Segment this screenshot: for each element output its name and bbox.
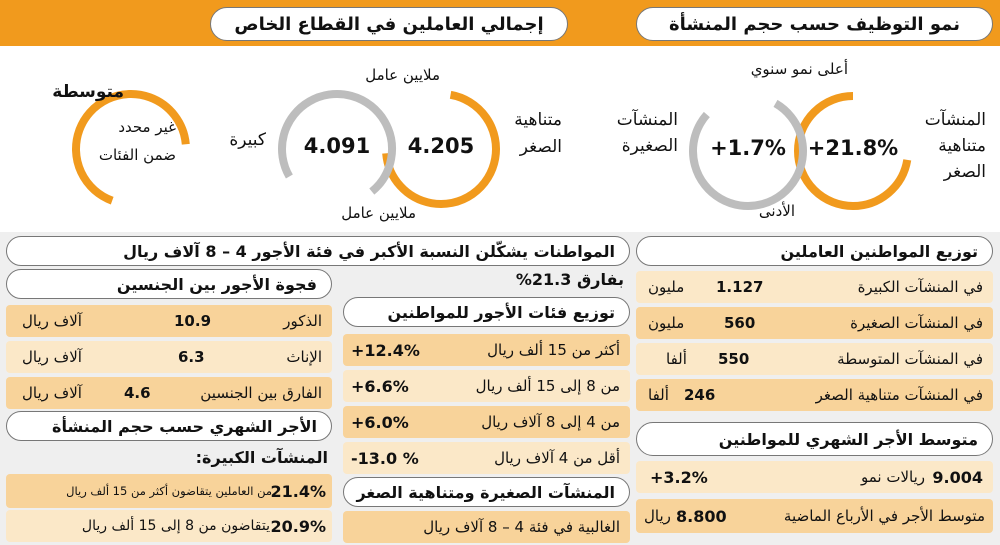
distribution-unit: ألفا [648,386,669,404]
growth-title: نمو التوظيف حسب حجم المنشأة [636,7,993,41]
distribution-label: في المنشآت المتوسطة [837,350,983,368]
small-growth-label-2: الصغيرة [621,136,678,156]
wage-band-row: أقل من 4 آلاف ريال -13.0 % [343,442,630,474]
distribution-label: في المنشآت متناهية الصغر [815,386,983,404]
prev-wage-label: متوسط الأجر في الأرباع الماضية [783,507,985,525]
female-share-title: المواطنات يشكّلن النسبة الأكبر في فئة ال… [6,236,630,266]
distribution-label: في المنشآت الكبيرة [857,278,983,296]
monthly-wage-size-row: 20.9% يتقاضون من 8 إلى 15 ألف ريال [6,510,332,542]
small-growth-ring [689,92,807,210]
gender-gap-row: الإناث 6.3 آلاف ريال [6,341,332,373]
small-micro-text: الغالبية في فئة 4 – 8 آلاف ريال [423,518,620,536]
gender-gap-title: فجوة الأجور بين الجنسين [6,269,332,299]
medium-workers-label: متوسطة [52,82,124,102]
monthly-wage-size-text: يتقاضون من 8 إلى 15 ألف ريال [81,518,270,534]
avg-wage-value: 9.004 [932,467,983,487]
distribution-row: في المنشآت الكبيرة 1.127 مليون [636,271,993,303]
distribution-row: في المنشآت الصغيرة 560 مليون [636,307,993,339]
wage-band-row: من 4 إلى 8 آلاف ريال +6.0% [343,406,630,438]
gender-gap-row: الذكور 10.9 آلاف ريال [6,305,332,337]
female-share-diff: بفارق 21.3% [515,270,624,289]
micro-growth-value: +21.8% [807,136,899,160]
micro-growth-label-2: متناهية [938,136,986,156]
lowest-growth-note: الأدنى [758,202,795,220]
workers-unit-bottom: ملايين عامل [341,204,416,222]
gender-gap-row: الفارق بين الجنسين 4.6 آلاف ريال [6,377,332,409]
small-growth-label-1: المنشآت [616,110,678,130]
distribution-unit: مليون [648,278,685,296]
distribution-value: 1.127 [716,278,764,296]
gender-gap-label: الإناث [286,348,322,366]
wage-band-value: +6.0% [351,412,409,432]
medium-workers-ring [72,90,190,208]
large-workers-value: 4.091 [303,134,371,158]
monthly-wage-size-row: 21.4% من العاملين يتقاضون أكثر من 15 ألف… [6,474,332,508]
distribution-value: 550 [718,350,750,368]
prev-wage-row: متوسط الأجر في الأرباع الماضية 8.800 ريا… [636,499,993,533]
monthly-wage-size-text: من العاملين يتقاضون أكثر من 15 ألف ريال [66,484,272,498]
wage-band-label: من 4 إلى 8 آلاف ريال [481,413,620,431]
monthly-wage-size-value: 20.9% [270,516,326,536]
small-micro-row: الغالبية في فئة 4 – 8 آلاف ريال [343,511,630,543]
gender-gap-unit: آلاف ريال [22,348,82,366]
gender-gap-value: 6.3 [178,348,205,366]
prev-wage-value: 8.800 [676,506,727,526]
wage-bands-title: توزيع فئات الأجور للمواطنين [343,297,630,327]
wage-band-row: أكثر من 15 ألف ريال +12.4% [343,334,630,366]
wage-band-value: -13.0 % [351,448,419,468]
medium-workers-note-1: غير محدد [118,118,176,136]
gender-gap-label: الذكور [283,312,322,330]
gender-gap-value: 4.6 [124,384,151,402]
wage-band-value: +6.6% [351,376,409,396]
wage-band-label: من 8 إلى 15 ألف ريال [475,377,620,395]
wage-band-value: +12.4% [351,340,420,360]
monthly-wage-size-title: الأجر الشهري حسب حجم المنشأة [6,411,332,441]
micro-growth-label-1: المنشآت [924,110,986,130]
micro-growth-ring [794,92,912,210]
distribution-label: في المنشآت الصغيرة [850,314,983,332]
gender-gap-label: الفارق بين الجنسين [200,384,322,402]
avg-wage-growth: +3.2% [650,467,708,487]
distribution-unit: مليون [648,314,685,332]
distribution-row: في المنشآت متناهية الصغر 246 ألفا [636,379,993,411]
gender-gap-value: 10.9 [174,312,212,330]
micro-workers-label-2: الصغر [519,137,562,157]
distribution-value: 246 [684,386,716,404]
large-workers-ring [278,90,396,208]
micro-workers-ring [382,90,500,208]
large-workers-label: كبيرة [229,130,266,150]
medium-workers-note-2: ضمن الفئات [98,146,176,164]
micro-growth-label-3: الصغر [943,162,986,182]
small-micro-title: المنشآت الصغيرة ومتناهية الصغر [343,477,630,507]
wage-band-label: أكثر من 15 ألف ريال [487,341,620,359]
small-growth-value: +1.7% [710,136,786,160]
wage-band-row: من 8 إلى 15 ألف ريال +6.6% [343,370,630,402]
gender-gap-unit: آلاف ريال [22,312,82,330]
highest-growth-note: أعلى نمو سنوي [750,60,848,78]
distribution-value: 560 [724,314,756,332]
distribution-title: توزيع المواطنين العاملين [636,236,993,266]
monthly-wage-size-subtitle: المنشآت الكبيرة: [195,448,328,467]
avg-wage-row: 9.004 ريالات نمو +3.2% [636,461,993,493]
micro-workers-value: 4.205 [407,134,475,158]
distribution-row: في المنشآت المتوسطة 550 ألفا [636,343,993,375]
workers-unit-top: ملايين عامل [365,66,440,84]
monthly-wage-size-value: 21.4% [270,481,326,501]
gender-gap-unit: آلاف ريال [22,384,82,402]
avg-wage-title: متوسط الأجر الشهري للمواطنين [636,422,993,456]
avg-wage-unit: ريالات نمو [860,468,925,486]
micro-workers-label-1: متناهية [514,110,562,130]
prev-wage-unit: ريال [644,507,671,525]
wage-band-label: أقل من 4 آلاف ريال [494,449,620,467]
distribution-unit: ألفا [666,350,687,368]
private-total-title: إجمالي العاملين في القطاع الخاص [210,7,568,41]
